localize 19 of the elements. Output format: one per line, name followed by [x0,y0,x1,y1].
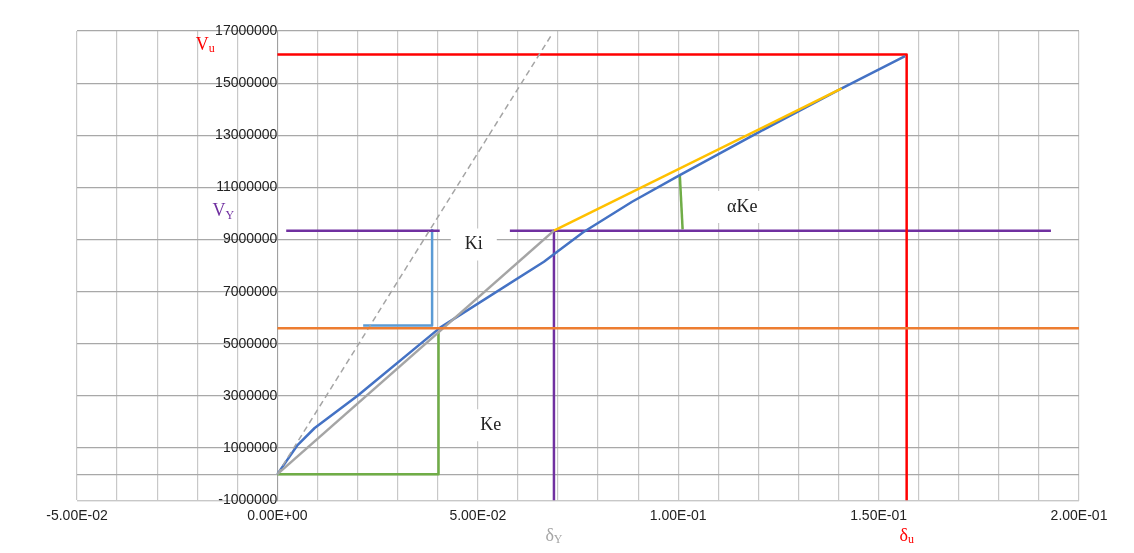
x-tick-label: 2.00E-01 [1050,507,1108,524]
y-tick-label: 7000000 [222,282,278,299]
y-tick-label: 11000000 [216,178,278,195]
y-tick-label: 9000000 [222,230,278,247]
annotation: Ki [464,233,483,254]
x-tick-label: 5.00E-02 [449,507,507,524]
x-tick-label: 0.00E+00 [247,507,308,524]
y-tick-label: 17000000 [215,21,278,38]
y-tick-label: 13000000 [215,126,278,143]
y-tick-label: 15000000 [215,73,278,90]
x-tick-label: 1.00E-01 [649,507,707,524]
annotation: Ke [480,413,502,434]
x-tick-label: -5.00E-02 [46,507,108,524]
y-tick-label: -1000000 [218,491,278,508]
y-tick-label: 3000000 [222,386,278,403]
annotation: αKe [727,195,758,216]
y-tick-label: 5000000 [222,334,278,351]
x-tick-label: 1.50E-01 [850,507,908,524]
y-tick-label: 1000000 [222,438,278,455]
